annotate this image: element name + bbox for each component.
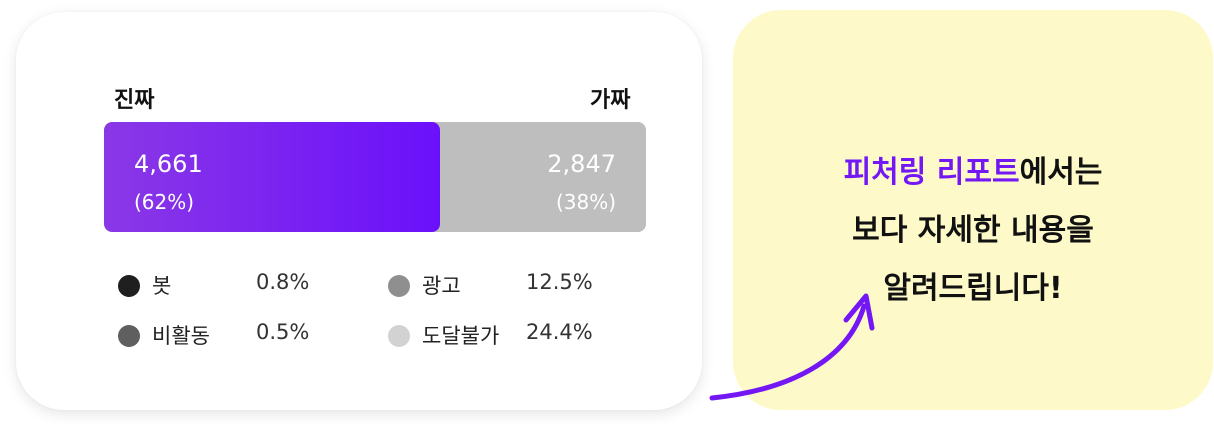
legend-value: 0.8% bbox=[256, 270, 310, 294]
fake-segment: 2,847 (38%) bbox=[440, 122, 646, 232]
legend-item-bot: 봇 0.8% bbox=[118, 270, 348, 300]
bot-dot-icon bbox=[118, 275, 140, 297]
promo-text: 피처링 리포트에서는 보다 자세한 내용을 알려드립니다! bbox=[733, 144, 1213, 318]
curved-arrow-icon bbox=[709, 293, 875, 401]
stats-card: 진짜 가짜 4,661 (62%) 2,847 (38%) 봇 0.8% 광고 … bbox=[16, 12, 702, 410]
ratio-bar: 4,661 (62%) 2,847 (38%) bbox=[104, 122, 646, 232]
real-segment: 4,661 (62%) bbox=[104, 122, 441, 232]
legend-value: 12.5% bbox=[526, 270, 593, 294]
inactive-dot-icon bbox=[118, 325, 140, 347]
promo-line-3: 알려드립니다! bbox=[883, 271, 1063, 306]
legend-item-inactive: 비활동 0.5% bbox=[118, 320, 348, 350]
legend-label: 광고 bbox=[422, 274, 461, 298]
legend-item-ad: 광고 12.5% bbox=[388, 270, 628, 300]
real-count: 4,661 bbox=[134, 150, 203, 178]
legend-item-unreachable: 도달불가 24.4% bbox=[388, 320, 628, 350]
legend-value: 24.4% bbox=[526, 320, 593, 344]
fake-count: 2,847 bbox=[547, 150, 616, 178]
promo-line-1-rest: 에서는 bbox=[1019, 155, 1103, 190]
fake-percent: (38%) bbox=[555, 190, 616, 214]
promo-callout: 피처링 리포트에서는 보다 자세한 내용을 알려드립니다! bbox=[733, 10, 1213, 410]
unreachable-dot-icon bbox=[388, 325, 410, 347]
legend-label: 비활동 bbox=[152, 324, 210, 348]
legend-value: 0.5% bbox=[256, 320, 310, 344]
promo-line-1: 피처링 리포트에서는 bbox=[733, 144, 1213, 202]
featuring-report-highlight: 피처링 리포트 bbox=[843, 155, 1020, 190]
ad-dot-icon bbox=[388, 275, 410, 297]
real-percent: (62%) bbox=[134, 190, 195, 214]
real-label: 진짜 bbox=[114, 88, 155, 113]
legend-label: 도달불가 bbox=[422, 324, 500, 348]
legend-label: 봇 bbox=[152, 274, 172, 298]
fake-label: 가짜 bbox=[590, 88, 631, 113]
promo-line-2: 보다 자세한 내용을 bbox=[852, 213, 1094, 248]
